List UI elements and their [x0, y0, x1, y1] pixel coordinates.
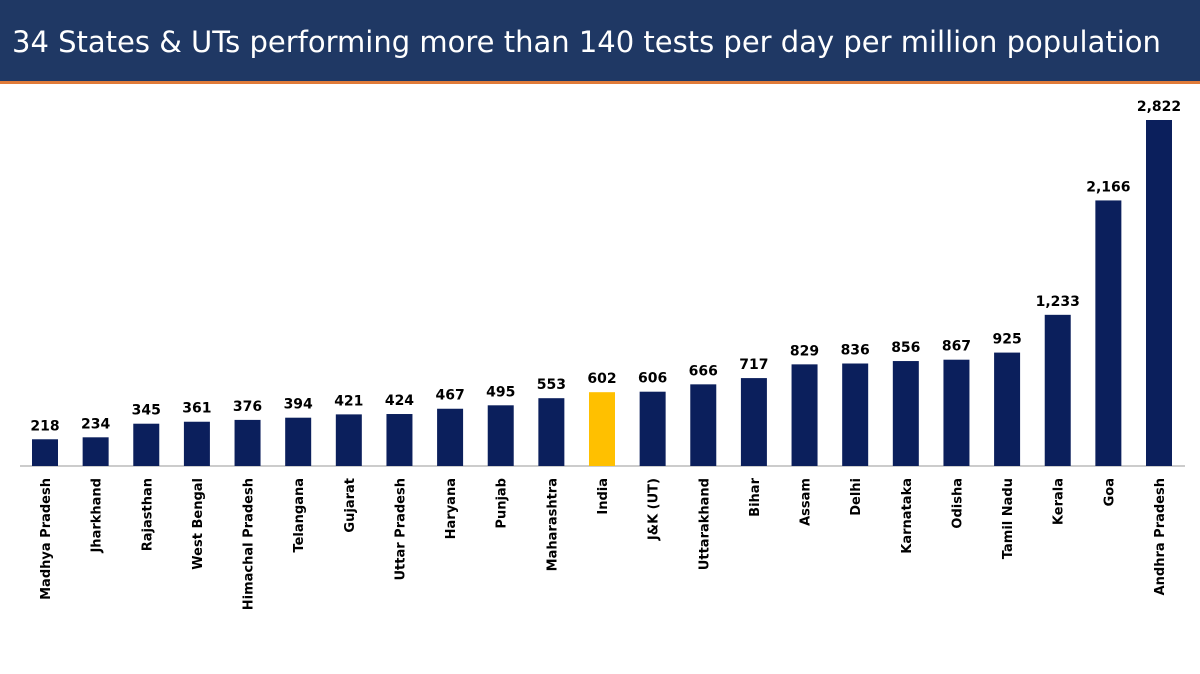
bar	[437, 408, 464, 466]
bar	[487, 405, 514, 466]
value-label: 394	[284, 397, 313, 413]
value-label: 2,822	[1137, 99, 1181, 115]
value-label: 495	[486, 384, 515, 400]
value-label: 836	[841, 342, 870, 358]
value-label: 925	[992, 332, 1021, 348]
bar	[285, 417, 312, 466]
value-label: 2,166	[1086, 179, 1130, 195]
bar	[133, 423, 160, 466]
x-tick-label: Maharashtra	[545, 478, 560, 571]
bar	[386, 414, 413, 466]
bar	[32, 439, 58, 466]
bar	[639, 391, 666, 466]
bar	[740, 378, 767, 466]
x-tick-label: J&K (UT)	[647, 478, 662, 541]
value-label: 218	[30, 418, 59, 434]
x-tick-label: Punjab	[495, 478, 510, 529]
x-tick-label: Karnataka	[900, 478, 915, 554]
x-tick-label: Andhra Pradesh	[1153, 478, 1168, 595]
bar	[892, 361, 919, 466]
bar	[690, 384, 717, 466]
x-tick-label: Bihar	[748, 477, 763, 516]
value-label: 606	[638, 371, 667, 387]
value-label: 829	[790, 343, 819, 359]
bar	[1095, 200, 1122, 466]
value-label: 467	[435, 388, 464, 404]
x-tick-label: West Bengal	[191, 478, 206, 570]
title-rule	[0, 81, 1200, 84]
bar	[943, 359, 970, 466]
bar	[994, 352, 1021, 466]
bar	[82, 437, 109, 466]
x-tick-label: Jharkhand	[90, 478, 105, 554]
bar	[335, 414, 362, 466]
x-tick-label: Odisha	[950, 478, 965, 529]
x-tick-label: Himachal Pradesh	[242, 478, 257, 610]
bar	[538, 398, 565, 466]
value-label: 424	[385, 393, 414, 409]
title-banner	[0, 0, 1200, 81]
x-tick-label: Haryana	[444, 478, 459, 539]
x-tick-label: Delhi	[849, 478, 864, 516]
value-label: 856	[891, 340, 920, 356]
bar	[791, 364, 818, 466]
value-label: 361	[182, 401, 211, 417]
value-label: 376	[233, 399, 262, 415]
value-label: 234	[81, 416, 110, 432]
value-label: 867	[942, 339, 971, 355]
bar	[234, 419, 261, 466]
x-tick-label: Madhya Pradesh	[39, 478, 54, 600]
x-tick-label: Uttar Pradesh	[393, 478, 408, 581]
bar	[589, 392, 615, 466]
x-tick-label: Rajasthan	[140, 478, 155, 551]
x-tick-label: Telangana	[292, 478, 307, 553]
value-label: 421	[334, 393, 363, 409]
x-tick-label: Uttarakhand	[697, 478, 712, 570]
x-tick-label: Goa	[1102, 478, 1117, 506]
bar	[842, 363, 869, 466]
value-label: 1,233	[1036, 294, 1080, 310]
chart-title: 34 States & UTs performing more than 140…	[12, 25, 1161, 59]
value-label: 553	[537, 377, 566, 393]
x-tick-label: India	[596, 478, 611, 515]
bar	[183, 421, 210, 466]
x-tick-label: Gujarat	[343, 478, 358, 533]
value-label: 602	[587, 371, 616, 387]
x-tick-label: Tamil Nadu	[1001, 478, 1016, 559]
x-tick-label: Assam	[799, 478, 814, 526]
bar	[1146, 120, 1172, 466]
x-tick-label: Kerala	[1052, 478, 1067, 525]
value-label: 345	[132, 403, 161, 419]
value-label: 666	[689, 363, 718, 379]
value-label: 717	[739, 357, 768, 373]
bar	[1044, 314, 1071, 466]
